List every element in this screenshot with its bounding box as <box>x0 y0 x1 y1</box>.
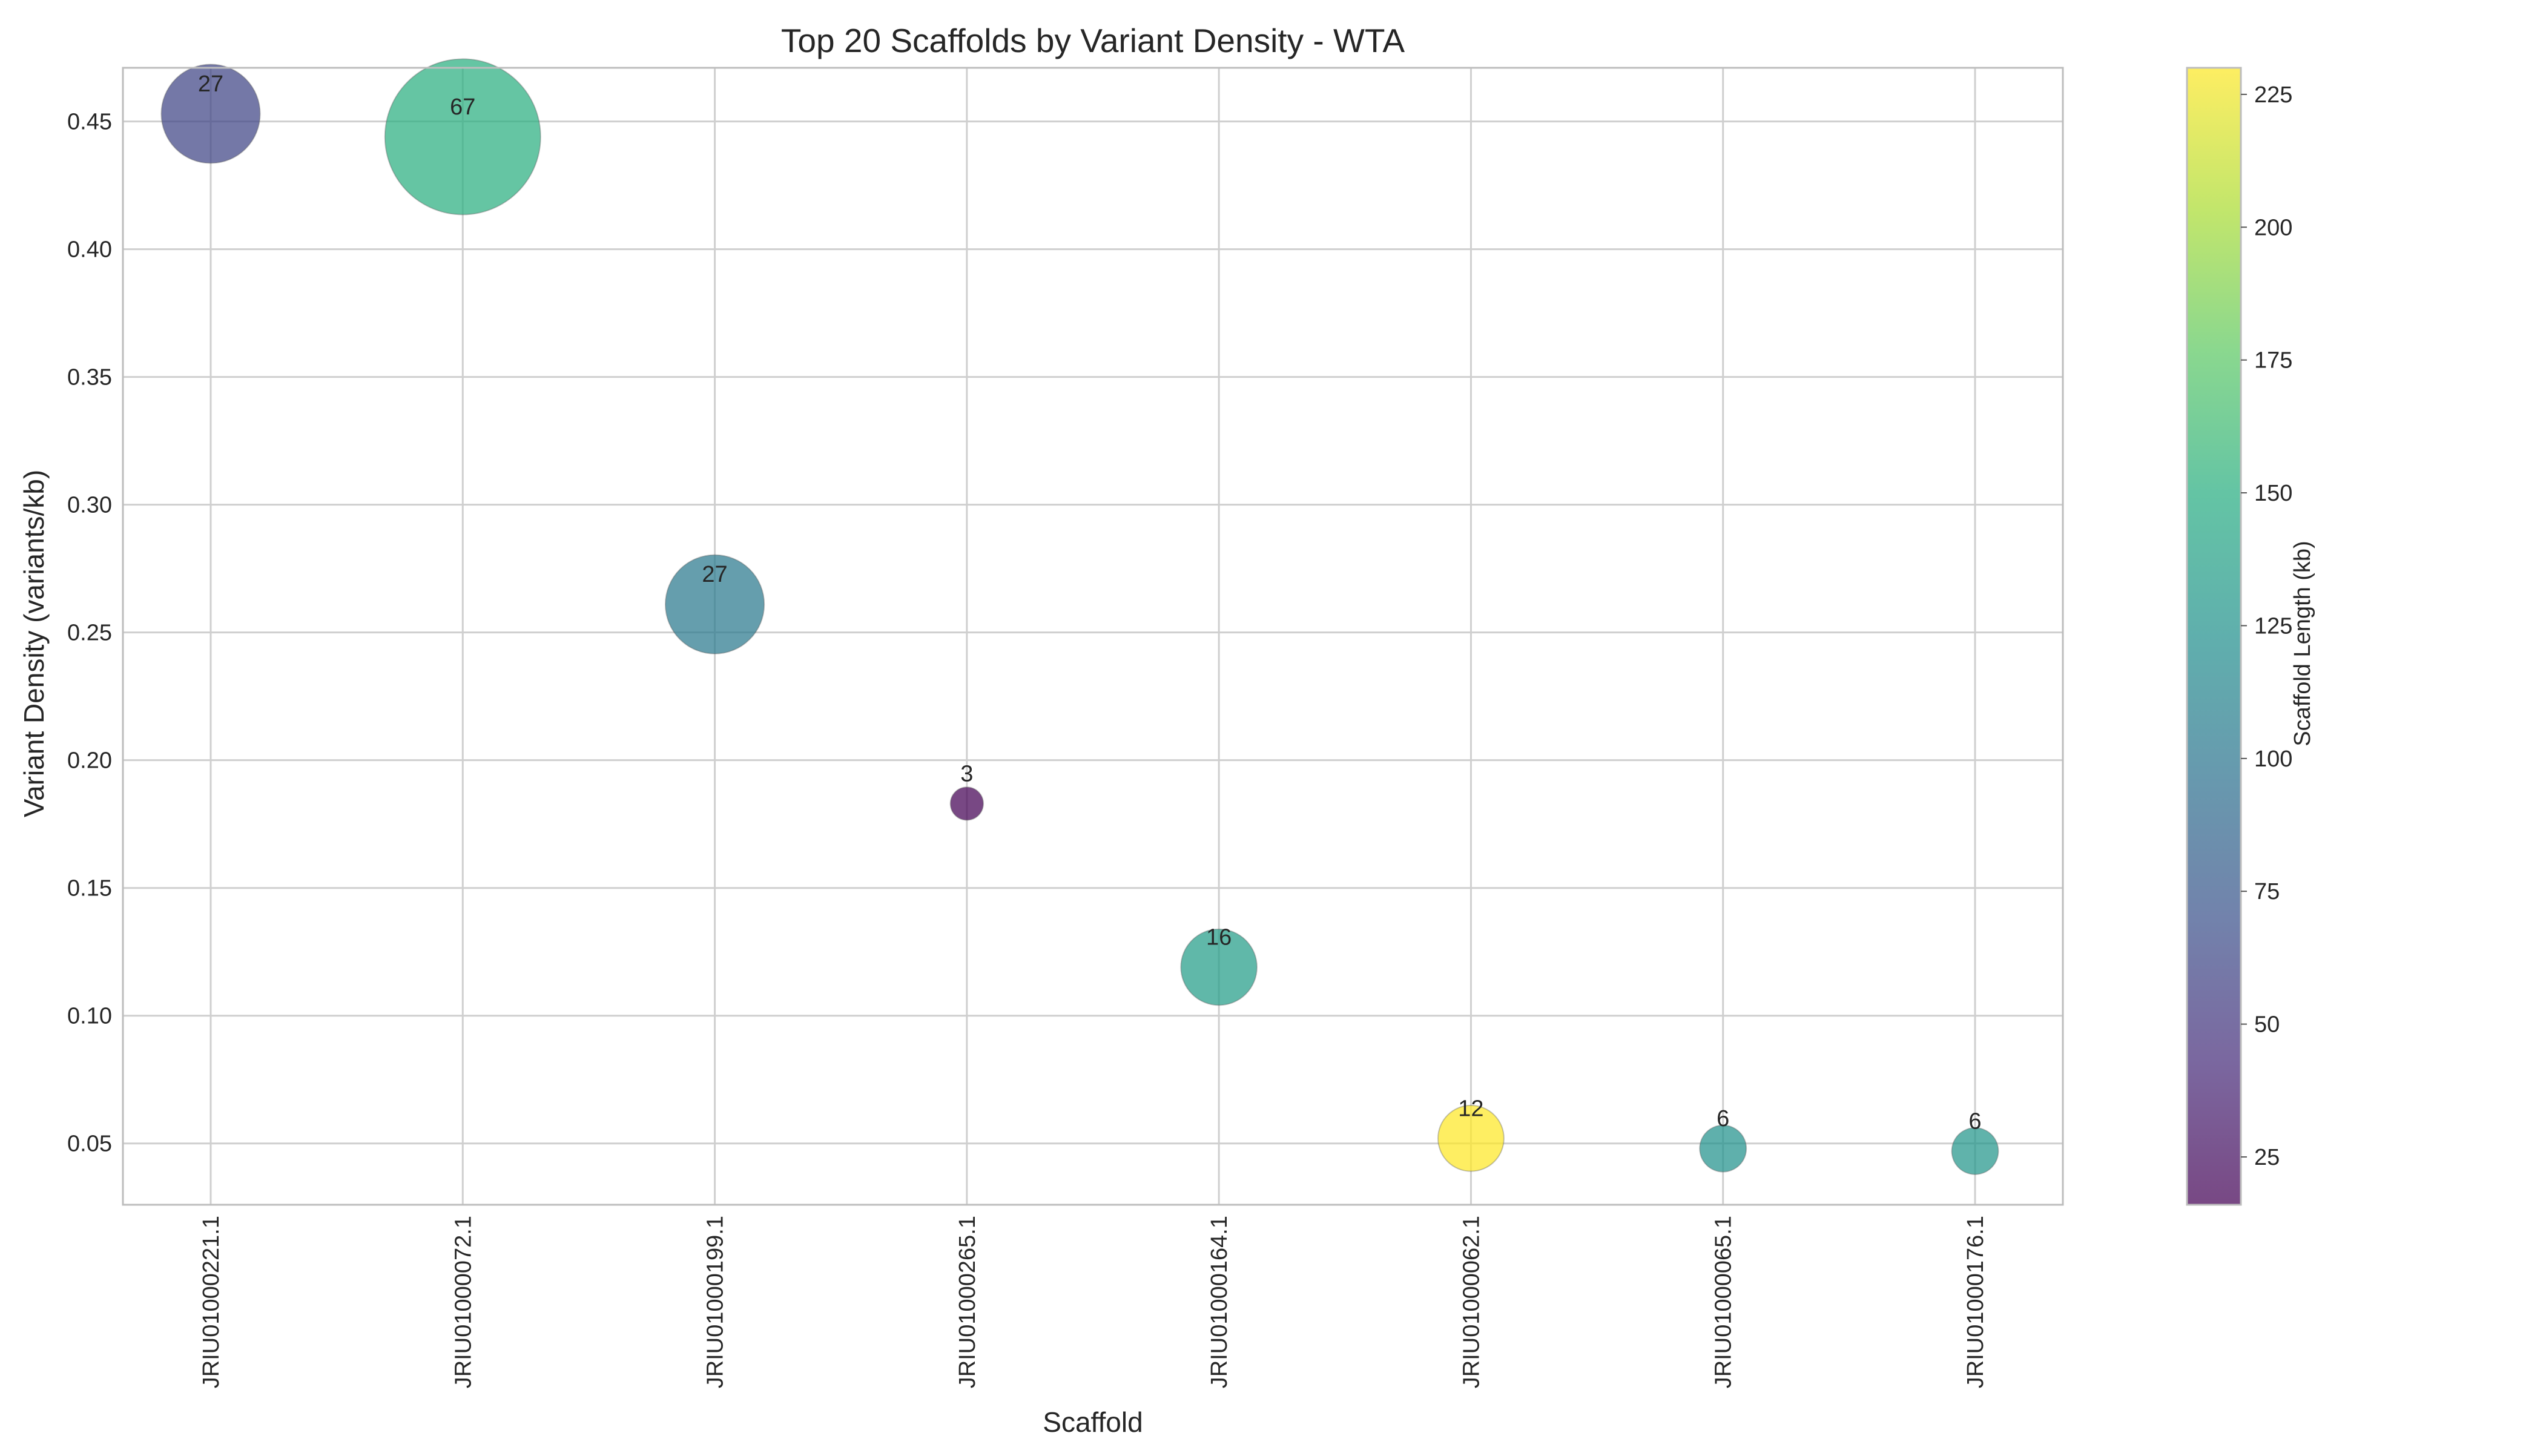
colorbar-tick-label: 225 <box>2254 82 2292 108</box>
y-tick-label: 0.15 <box>67 876 112 901</box>
plot-frame <box>122 67 2064 1206</box>
x-tick-label: JRIU01000221.1 <box>199 1216 224 1388</box>
colorbar-ticks: 25 50 75 100 125 150 175 200 225 <box>2241 82 2292 1170</box>
data-labels: 27 67 27 3 16 12 6 6 <box>198 71 1982 1134</box>
data-label: 27 <box>198 71 223 97</box>
colorbar-tick-label: 100 <box>2254 746 2292 772</box>
y-tick-label: 0.10 <box>67 1004 112 1029</box>
colorbar: 25 50 75 100 125 150 175 200 225 Scaffold Length… <box>2186 67 2315 1206</box>
y-axis-label: Variant Density (variants/kb) <box>18 470 50 817</box>
x-tick-label: JRIU01000065.1 <box>1711 1216 1737 1388</box>
y-axis-ticks: 0.05 0.10 0.15 0.20 0.25 0.30 0.35 0.40 0.45 <box>67 110 112 1157</box>
y-tick-label: 0.25 <box>67 621 112 646</box>
data-label: 6 <box>1968 1108 1981 1134</box>
data-label: 67 <box>450 94 475 120</box>
colorbar-tick-label: 150 <box>2254 481 2292 506</box>
y-tick-label: 0.05 <box>67 1132 112 1157</box>
data-point <box>1951 1127 1999 1175</box>
data-point <box>949 786 985 821</box>
data-point <box>384 58 541 216</box>
colorbar-label: Scaffold Length (kb) <box>2290 541 2315 746</box>
y-tick-label: 0.45 <box>67 110 112 135</box>
x-tick-label: JRIU01000062.1 <box>1459 1216 1484 1388</box>
data-label: 6 <box>1717 1106 1729 1132</box>
data-label: 16 <box>1206 925 1232 950</box>
colorbar-gradient <box>2186 67 2242 1206</box>
colorbar-tick-label: 125 <box>2254 613 2292 639</box>
data-points <box>160 58 1999 1175</box>
y-tick-label: 0.20 <box>67 748 112 774</box>
y-tick-label: 0.40 <box>67 237 112 263</box>
colorbar-tick-label: 50 <box>2254 1012 2280 1038</box>
data-point <box>1180 928 1258 1006</box>
data-point <box>1437 1104 1505 1172</box>
x-tick-label: JRIU01000265.1 <box>955 1216 980 1388</box>
data-label: 3 <box>960 761 973 786</box>
data-label: 12 <box>1458 1096 1483 1121</box>
data-point <box>160 64 261 164</box>
x-axis-ticks: JRIU01000221.1 JRIU01000072.1 JRIU01000199… <box>199 1216 1988 1388</box>
y-tick-label: 0.30 <box>67 493 112 518</box>
x-axis-label: Scaffold <box>1043 1406 1143 1438</box>
data-point <box>664 554 765 654</box>
chart-title: Top 20 Scaffolds by Variant Density - WT… <box>781 22 1405 59</box>
x-tick-label: JRIU01000199.1 <box>703 1216 728 1388</box>
x-tick-label: JRIU01000176.1 <box>1963 1216 1988 1388</box>
colorbar-tick-label: 200 <box>2254 215 2292 240</box>
data-label: 27 <box>702 562 727 587</box>
grid-lines <box>123 68 2063 1205</box>
colorbar-tick-label: 25 <box>2254 1145 2280 1170</box>
colorbar-tick-label: 75 <box>2254 879 2280 904</box>
colorbar-tick-label: 175 <box>2254 348 2292 374</box>
x-tick-label: JRIU01000164.1 <box>1207 1216 1232 1388</box>
data-point <box>1699 1124 1747 1173</box>
y-tick-label: 0.35 <box>67 365 112 390</box>
x-tick-label: JRIU01000072.1 <box>450 1216 476 1388</box>
